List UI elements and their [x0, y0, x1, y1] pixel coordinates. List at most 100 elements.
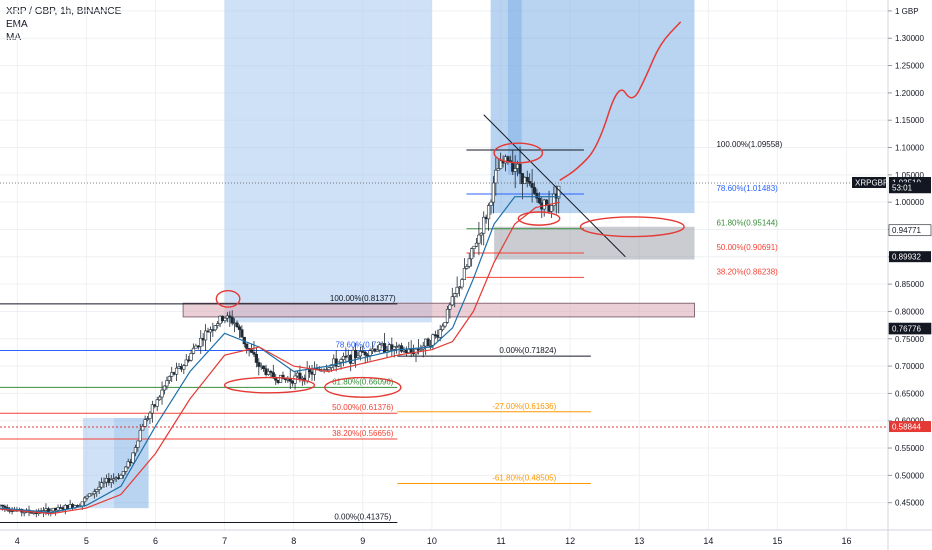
candle-body [448, 304, 452, 310]
candle-body [499, 160, 503, 169]
price-labels: XRPGBP1.0351053:010.947710.899320.767770… [852, 176, 932, 433]
candle-body [124, 466, 128, 472]
fib-level-label: 61.80%(0.66096) [332, 377, 394, 386]
candle-body [368, 350, 372, 356]
candle-body [228, 315, 232, 318]
price-label: XRPGBP [855, 178, 888, 187]
candle-body [136, 440, 140, 448]
price-label-bg [889, 251, 931, 263]
candle-body [431, 334, 435, 346]
candle-body [482, 216, 486, 234]
price-label-bg [889, 323, 931, 335]
candle-body [552, 193, 556, 206]
candle-body [470, 248, 474, 260]
candle-body [252, 352, 256, 355]
candle-body [155, 399, 159, 407]
y-tick-label: 1.15000 [895, 116, 924, 125]
price-label-bg [889, 421, 931, 433]
moving-averages [0, 196, 560, 515]
candle-body [443, 321, 447, 327]
candle-body [112, 478, 116, 481]
y-tick-label: 0.55000 [895, 444, 924, 453]
candle-body [549, 205, 554, 212]
candle-body [85, 495, 89, 499]
candle-body [92, 491, 96, 495]
candle-body [266, 370, 271, 375]
candle-body [341, 355, 346, 360]
fib-level-label: -27.00%(0.61636) [492, 402, 556, 411]
fib-level-label: 0.00%(0.71824) [499, 346, 556, 355]
y-tick-label: 1.05000 [895, 171, 924, 180]
y-tick-label: 0.80000 [895, 307, 924, 316]
candle-body [191, 347, 196, 354]
projection-curve [559, 21, 682, 181]
x-tick-label: 12 [565, 536, 575, 546]
annotation-ellipse [324, 376, 402, 398]
y-tick-label: 0.85000 [895, 280, 924, 289]
candle-body [22, 511, 26, 514]
annotation-ellipse [579, 216, 685, 238]
resistance-box [182, 302, 696, 318]
fib-level-label: 78.60%(1.01483) [716, 184, 778, 193]
y-tick-label: 0.75000 [895, 335, 924, 344]
candle-body [257, 362, 261, 367]
candle-body [438, 329, 442, 338]
candle-body [102, 481, 106, 484]
y-tick-label: 0.45000 [895, 499, 924, 508]
candle-body [145, 418, 150, 420]
candle-body [467, 258, 471, 267]
x-tick-label: 13 [634, 536, 644, 546]
candle-body [95, 489, 99, 492]
trendline [483, 114, 626, 258]
candle-body [141, 426, 145, 431]
x-tick-label: 10 [427, 536, 437, 546]
candle-body [162, 385, 167, 391]
x-tick-label: 4 [15, 536, 20, 546]
x-tick-label: 9 [360, 536, 365, 546]
candle-body [281, 374, 285, 379]
boxes [182, 226, 696, 318]
candle-body [240, 329, 244, 338]
candle-body [494, 169, 498, 184]
candle-body [399, 345, 404, 352]
price-label-bg [852, 176, 886, 188]
annotation-ellipse [223, 376, 316, 394]
candle-body [182, 365, 186, 370]
price-label: 53:01 [892, 184, 913, 193]
candle-body [274, 377, 278, 381]
y-tick-label: 0.65000 [895, 389, 924, 398]
candle-body [535, 192, 539, 199]
candle-body [453, 293, 457, 298]
y-tick-label: 1.25000 [895, 62, 924, 71]
highlight-zone [82, 417, 115, 509]
price-label: 0.76776 [892, 325, 921, 334]
candle-body [353, 349, 358, 358]
candle-body [150, 404, 154, 414]
candle-body [339, 359, 343, 363]
candle-body [428, 344, 433, 347]
candle-body [278, 374, 283, 383]
candle-body [254, 353, 258, 363]
candle-body [479, 232, 483, 236]
candle-body [441, 325, 445, 331]
x-tick-label: 16 [842, 536, 852, 546]
annotation-ellipse [215, 289, 241, 308]
candle-body [269, 370, 273, 373]
fib-level-label: 38.20%(0.86238) [716, 267, 778, 276]
candle-body [465, 266, 469, 269]
fib-level-label: 0.00%(0.41375) [334, 512, 391, 521]
candle-body [121, 471, 125, 476]
candle-body [513, 168, 517, 172]
highlight-zone [404, 0, 432, 323]
annotation-ellipse [493, 142, 544, 164]
highlight-zone [224, 0, 405, 323]
y-tick-label: 1.00000 [895, 198, 924, 207]
candle-body [189, 353, 193, 361]
candle-body [392, 346, 396, 350]
candle-body [3, 505, 7, 508]
candle-body [419, 348, 423, 351]
y-tick-label: 1.20000 [895, 89, 924, 98]
candle-body [395, 346, 399, 348]
